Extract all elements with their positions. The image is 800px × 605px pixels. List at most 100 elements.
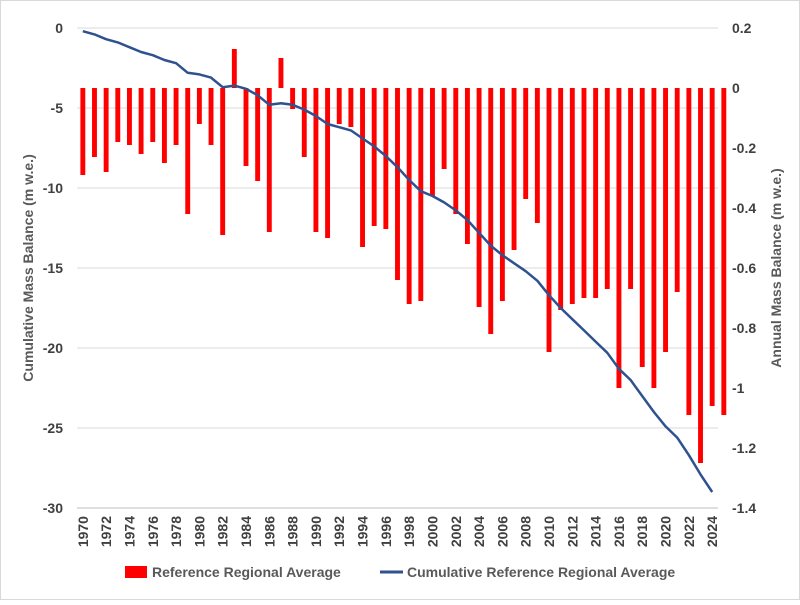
right-axis-title: Annual Mass Balance (m w.e.) [768, 168, 784, 367]
cumulative-line-layer [82, 29, 714, 493]
legend-bar-swatch [125, 566, 147, 578]
annual-bar [674, 88, 680, 292]
annual-bar [220, 88, 226, 235]
left-tick-label: -25 [43, 420, 63, 436]
x-tick-label: 1978 [168, 516, 184, 547]
right-tick-label: -1.4 [732, 500, 756, 516]
annual-bar [593, 88, 599, 298]
annual-bar [406, 88, 412, 304]
annual-bar [721, 88, 727, 415]
right-tick-label: -0.4 [732, 200, 756, 216]
annual-bar [523, 88, 529, 199]
gridlines [77, 27, 718, 429]
x-tick-label: 2010 [541, 516, 557, 547]
x-tick-label: 2014 [588, 516, 604, 547]
x-tick-label: 2022 [681, 516, 697, 547]
x-tick-label: 2018 [634, 516, 650, 547]
annual-bar [80, 88, 86, 175]
x-tick-label: 1998 [401, 516, 417, 547]
annual-bar [371, 88, 377, 226]
annual-bar [686, 88, 692, 415]
annual-bar [476, 88, 482, 307]
x-tick-label: 2004 [471, 516, 487, 547]
x-tick-label: 1992 [331, 516, 347, 547]
annual-bars [80, 49, 727, 463]
annual-bar [430, 88, 435, 196]
x-tick-label: 2008 [518, 516, 534, 547]
legend-item-line: Cumulative Reference Regional Average [380, 564, 675, 580]
annual-bar [534, 88, 540, 223]
annual-bar [639, 88, 645, 367]
annual-bar [709, 88, 715, 406]
legend-label-line: Cumulative Reference Regional Average [407, 564, 675, 580]
annual-bar [313, 88, 319, 232]
legend-label-bars: Reference Regional Average [152, 564, 341, 580]
annual-bar [173, 88, 179, 145]
annual-bar [185, 88, 191, 214]
annual-bar [325, 88, 331, 238]
annual-bar [383, 88, 389, 229]
x-tick-label: 2024 [704, 516, 720, 547]
x-tick-label: 1982 [215, 516, 231, 547]
left-tick-label: -30 [43, 500, 63, 516]
annual-bar [266, 88, 272, 232]
x-tick-label: 1972 [98, 516, 114, 547]
right-tick-label: -1 [732, 380, 745, 396]
annual-bar [255, 88, 261, 181]
legend: Reference Regional Average Cumulative Re… [125, 564, 675, 580]
annual-bar [196, 88, 202, 124]
right-axis-ticks: 0.2 0 -0.2 -0.4 -0.6 -0.8 -1 -1.2 -1.4 [732, 20, 756, 516]
annual-bar [604, 88, 610, 289]
left-tick-label: -5 [51, 100, 64, 116]
annual-bar [301, 88, 307, 157]
x-tick-label: 1970 [75, 516, 91, 547]
x-tick-label: 1996 [378, 516, 394, 547]
annual-bar [418, 88, 424, 301]
annual-bar [558, 88, 564, 310]
legend-item-bars: Reference Regional Average [125, 564, 341, 580]
left-tick-label: 0 [55, 20, 63, 36]
annual-bar [360, 88, 365, 247]
annual-bar [395, 88, 400, 280]
x-tick-label: 1990 [308, 516, 324, 547]
annual-bar [290, 88, 296, 109]
annual-bar [488, 88, 494, 334]
annual-bar [511, 88, 517, 250]
annual-bar [103, 88, 109, 172]
annual-bar [663, 88, 669, 352]
right-tick-label: -0.8 [732, 320, 756, 336]
x-tick-label: 1976 [145, 516, 161, 547]
x-tick-label: 1984 [238, 516, 254, 547]
left-tick-label: -15 [43, 260, 63, 276]
x-tick-label: 2002 [448, 516, 464, 547]
cumulative-line [82, 29, 714, 493]
left-axis-ticks: 0 -5 -10 -15 -20 -25 -30 [43, 20, 63, 516]
right-tick-label: -0.6 [732, 260, 756, 276]
x-tick-label: 1986 [261, 516, 277, 547]
annual-bar [126, 88, 132, 145]
annual-bar [464, 88, 470, 244]
annual-bar [278, 58, 284, 88]
annual-bar [453, 88, 459, 214]
annual-bar [569, 88, 575, 304]
annual-bar [348, 88, 354, 127]
annual-bar [651, 88, 657, 388]
annual-bar [231, 49, 237, 88]
annual-bar [581, 88, 587, 298]
annual-bar [150, 88, 156, 142]
x-tick-label: 1988 [285, 516, 301, 547]
annual-bar [628, 88, 634, 289]
annual-bar [243, 88, 249, 166]
annual-bar [161, 88, 167, 163]
x-tick-label: 2000 [424, 516, 440, 547]
left-axis-title: Cumulative Mass Balance (m w.e.) [20, 154, 36, 381]
left-tick-label: -10 [43, 180, 63, 196]
annual-bar [138, 88, 144, 154]
right-tick-label: 0 [732, 80, 740, 96]
x-tick-label: 2016 [611, 516, 627, 547]
right-tick-label: 0.2 [732, 20, 752, 36]
x-tick-label: 2020 [658, 516, 674, 547]
right-tick-label: -1.2 [732, 440, 756, 456]
